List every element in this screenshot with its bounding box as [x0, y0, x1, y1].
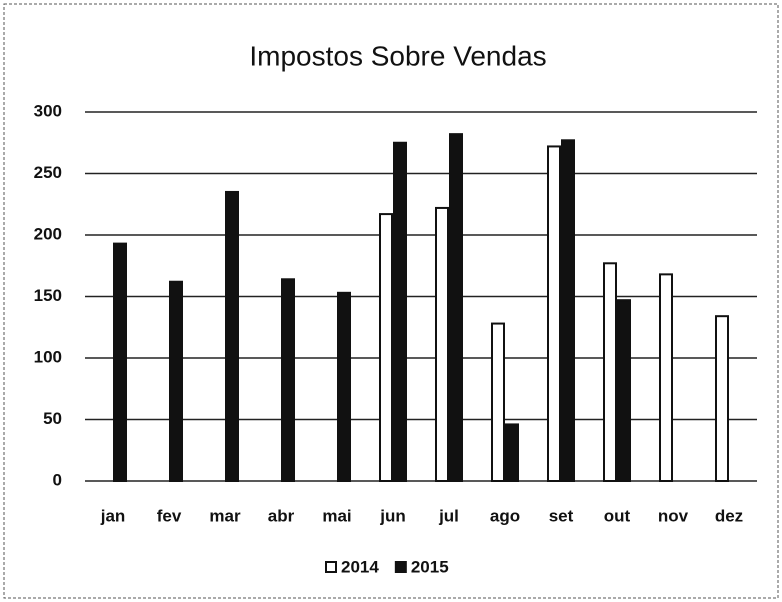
x-tick-label: jun — [379, 506, 406, 525]
bar — [561, 139, 575, 482]
bar — [169, 280, 183, 482]
x-tick-label: set — [549, 506, 574, 525]
chart-title: Impostos Sobre Vendas — [249, 40, 546, 71]
x-tick-label: mar — [209, 506, 241, 525]
x-tick-label: jul — [438, 506, 459, 525]
y-tick-label: 200 — [34, 224, 62, 243]
bar — [603, 262, 617, 483]
bar — [379, 213, 393, 482]
legend-label: 2014 — [341, 557, 379, 576]
bar — [505, 423, 519, 483]
bar — [113, 242, 127, 482]
bar — [715, 315, 729, 482]
x-tick-label: abr — [268, 506, 295, 525]
bar — [337, 291, 351, 482]
y-tick-label: 150 — [34, 286, 62, 305]
chart-frame — [3, 3, 779, 599]
bar — [659, 273, 673, 482]
x-tick-label: nov — [658, 506, 689, 525]
bar — [435, 206, 449, 482]
legend-swatch — [394, 561, 407, 573]
x-tick-label: ago — [490, 506, 520, 525]
bar — [547, 145, 561, 482]
y-tick-label: 250 — [34, 163, 62, 182]
bar — [449, 133, 463, 482]
bar — [393, 141, 407, 482]
bar — [225, 190, 239, 482]
x-tick-label: dez — [715, 506, 743, 525]
y-tick-label: 50 — [43, 409, 62, 428]
legend-label: 2015 — [411, 557, 449, 576]
bar — [617, 299, 631, 482]
x-tick-label: mai — [322, 506, 351, 525]
y-tick-label: 300 — [34, 101, 62, 120]
bar — [491, 322, 505, 482]
y-tick-label: 100 — [34, 347, 62, 366]
bar — [281, 278, 295, 482]
y-tick-label: 0 — [53, 470, 62, 489]
x-tick-label: jan — [100, 506, 126, 525]
x-tick-label: fev — [157, 506, 182, 525]
x-tick-label: out — [604, 506, 631, 525]
legend-swatch — [325, 561, 337, 573]
